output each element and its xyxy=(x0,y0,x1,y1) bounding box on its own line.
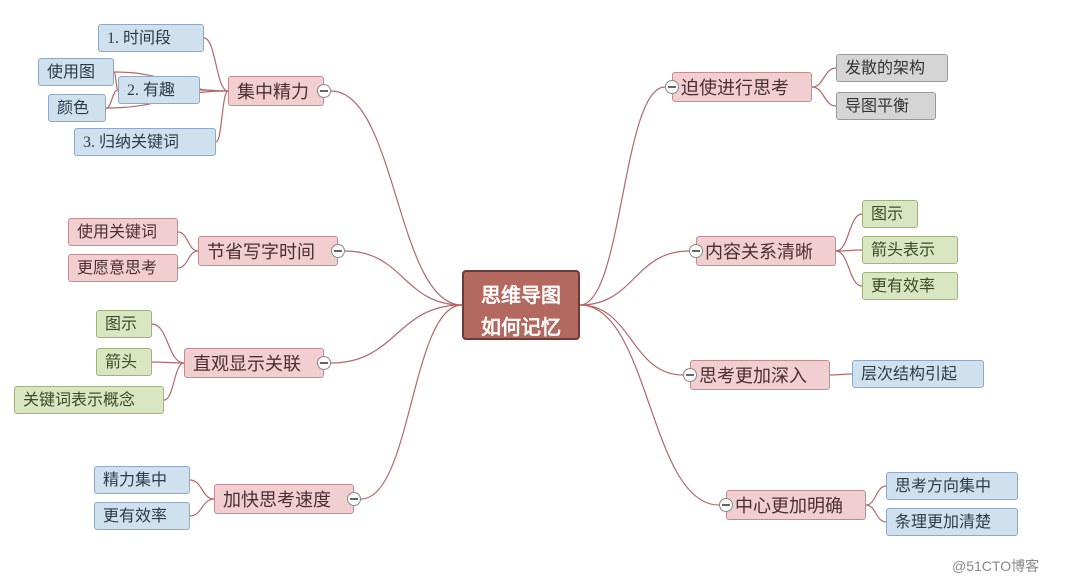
branch-node[interactable]: 思考更加深入 xyxy=(690,360,830,390)
branch-node[interactable]: 中心更加明确 xyxy=(726,490,866,520)
collapse-toggle[interactable] xyxy=(683,368,697,382)
branch-node[interactable]: 加快思考速度 xyxy=(214,484,354,514)
collapse-toggle[interactable] xyxy=(317,356,331,370)
leaf-node[interactable]: 更有效率 xyxy=(862,272,958,300)
collapse-toggle[interactable] xyxy=(347,492,361,506)
branch-node[interactable]: 直观显示关联 xyxy=(184,348,324,378)
branch-node[interactable]: 内容关系清晰 xyxy=(696,236,836,266)
leaf-node[interactable]: 发散的架构 xyxy=(836,54,948,82)
collapse-toggle[interactable] xyxy=(331,244,345,258)
leaf-node[interactable]: 图示 xyxy=(862,200,918,228)
collapse-toggle[interactable] xyxy=(665,80,679,94)
leaf-node[interactable]: 箭头 xyxy=(96,348,152,376)
leaf-node[interactable]: 1. 时间段 xyxy=(98,24,204,52)
leaf-node[interactable]: 层次结构引起 xyxy=(852,360,984,388)
leaf-node[interactable]: 导图平衡 xyxy=(836,92,936,120)
leaf-node[interactable]: 箭头表示 xyxy=(862,236,958,264)
branch-node[interactable]: 节省写字时间 xyxy=(198,236,338,266)
mindmap-stage: 思维导图如何记忆 集中精力 节省写字时间 直观显示关联 加快思考速度 迫使进行思… xyxy=(0,0,1066,578)
collapse-toggle[interactable] xyxy=(317,84,331,98)
leaf-node[interactable]: 颜色 xyxy=(48,94,106,122)
collapse-toggle[interactable] xyxy=(719,498,733,512)
leaf-node[interactable]: 使用图 xyxy=(38,58,114,86)
leaf-node[interactable]: 关键词表示概念 xyxy=(14,386,164,414)
branch-node[interactable]: 集中精力 xyxy=(228,76,324,106)
leaf-node[interactable]: 使用关键词 xyxy=(68,218,178,246)
leaf-node[interactable]: 思考方向集中 xyxy=(886,472,1018,500)
branch-node[interactable]: 迫使进行思考 xyxy=(672,72,812,102)
leaf-node[interactable]: 3. 归纳关键词 xyxy=(74,128,216,156)
leaf-node[interactable]: 2. 有趣 xyxy=(118,76,200,104)
leaf-node[interactable]: 图示 xyxy=(96,310,152,338)
collapse-toggle[interactable] xyxy=(689,244,703,258)
watermark-text: @51CTO博客 xyxy=(952,556,1039,576)
leaf-node[interactable]: 更有效率 xyxy=(94,502,190,530)
leaf-node[interactable]: 条理更加清楚 xyxy=(886,508,1018,536)
leaf-node[interactable]: 更愿意思考 xyxy=(68,254,178,282)
leaf-node[interactable]: 精力集中 xyxy=(94,466,190,494)
center-node[interactable]: 思维导图如何记忆 xyxy=(462,270,580,340)
